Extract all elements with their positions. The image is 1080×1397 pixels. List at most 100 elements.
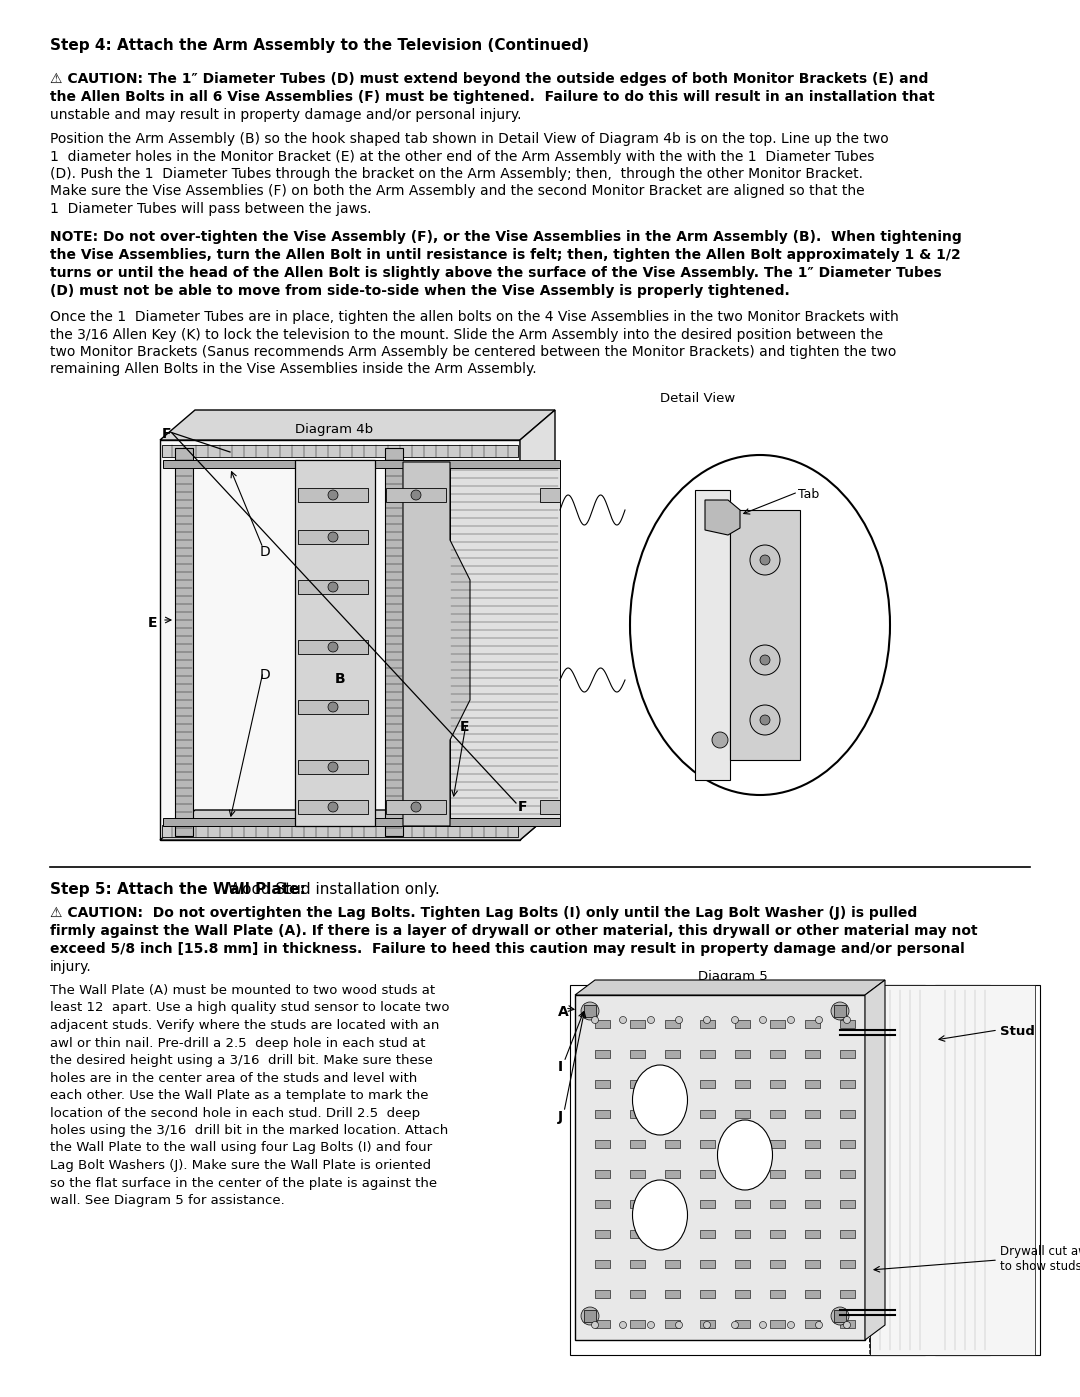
Bar: [298, 488, 368, 502]
Polygon shape: [735, 1080, 750, 1088]
Text: (D). Push the 1  Diameter Tubes through the bracket on the Arm Assembly; then,  : (D). Push the 1 Diameter Tubes through t…: [50, 168, 863, 182]
Polygon shape: [840, 1080, 855, 1088]
Polygon shape: [735, 1320, 750, 1329]
Text: I: I: [558, 1060, 563, 1074]
Polygon shape: [163, 460, 561, 468]
Bar: [298, 529, 368, 543]
Polygon shape: [630, 1140, 645, 1148]
Polygon shape: [665, 1200, 680, 1208]
Text: Detail View: Detail View: [660, 393, 735, 405]
Polygon shape: [840, 1289, 855, 1298]
Text: E: E: [148, 616, 158, 630]
Polygon shape: [665, 1289, 680, 1298]
Polygon shape: [870, 985, 1035, 1355]
Polygon shape: [805, 1080, 820, 1088]
Text: Drywall cut away
to show studs.: Drywall cut away to show studs.: [1000, 1245, 1080, 1273]
Circle shape: [620, 1017, 626, 1024]
Polygon shape: [630, 1289, 645, 1298]
Circle shape: [787, 1322, 795, 1329]
Circle shape: [750, 705, 780, 735]
Polygon shape: [870, 985, 924, 1355]
Bar: [298, 580, 368, 594]
Polygon shape: [630, 1080, 645, 1088]
Circle shape: [831, 1002, 849, 1020]
Circle shape: [328, 583, 338, 592]
Polygon shape: [805, 1229, 820, 1238]
Ellipse shape: [633, 1065, 688, 1134]
Polygon shape: [840, 1020, 855, 1028]
Text: F: F: [518, 800, 527, 814]
Text: (D) must not be able to move from side-to-side when the Vise Assembly is properl: (D) must not be able to move from side-t…: [50, 284, 789, 298]
Bar: [386, 488, 446, 502]
Polygon shape: [700, 1260, 715, 1268]
Polygon shape: [163, 819, 561, 826]
Circle shape: [760, 655, 770, 665]
Polygon shape: [805, 1289, 820, 1298]
Bar: [298, 800, 368, 814]
Polygon shape: [700, 1229, 715, 1238]
Text: wall. See Diagram 5 for assistance.: wall. See Diagram 5 for assistance.: [50, 1194, 285, 1207]
Circle shape: [759, 1322, 767, 1329]
Circle shape: [648, 1322, 654, 1329]
Polygon shape: [770, 1200, 785, 1208]
Bar: [540, 488, 561, 502]
Circle shape: [592, 1322, 598, 1329]
Circle shape: [328, 643, 338, 652]
Polygon shape: [162, 446, 518, 457]
Polygon shape: [595, 1111, 610, 1118]
Polygon shape: [735, 1111, 750, 1118]
Bar: [834, 1310, 846, 1322]
Text: holes are in the center area of the studs and level with: holes are in the center area of the stud…: [50, 1071, 417, 1084]
Polygon shape: [700, 1289, 715, 1298]
Polygon shape: [665, 1140, 680, 1148]
Circle shape: [750, 545, 780, 576]
Polygon shape: [735, 1289, 750, 1298]
Text: the 3/16 Allen Key (K) to lock the television to the mount. Slide the Arm Assemb: the 3/16 Allen Key (K) to lock the telev…: [50, 327, 883, 341]
Text: ⚠ CAUTION: The 1″ Diameter Tubes (D) must extend beyond the outside edges of bot: ⚠ CAUTION: The 1″ Diameter Tubes (D) mus…: [50, 73, 929, 87]
Text: turns or until the head of the Allen Bolt is slightly above the surface of the V: turns or until the head of the Allen Bol…: [50, 265, 942, 279]
Text: D: D: [260, 668, 271, 682]
Polygon shape: [665, 1080, 680, 1088]
Polygon shape: [630, 1229, 645, 1238]
Circle shape: [787, 1017, 795, 1024]
Polygon shape: [630, 1020, 645, 1028]
Circle shape: [328, 532, 338, 542]
Polygon shape: [840, 1051, 855, 1058]
Polygon shape: [295, 460, 375, 826]
Polygon shape: [665, 1020, 680, 1028]
Bar: [298, 760, 368, 774]
Circle shape: [328, 703, 338, 712]
Polygon shape: [935, 985, 990, 1355]
Circle shape: [815, 1322, 823, 1329]
Text: 1  diameter holes in the Monitor Bracket (E) at the other end of the Arm Assembl: 1 diameter holes in the Monitor Bracket …: [50, 149, 875, 163]
Polygon shape: [570, 985, 1040, 1355]
Bar: [298, 700, 368, 714]
Polygon shape: [840, 1140, 855, 1148]
Circle shape: [411, 802, 421, 812]
Polygon shape: [160, 409, 555, 440]
Circle shape: [648, 1017, 654, 1024]
Circle shape: [759, 1017, 767, 1024]
Polygon shape: [595, 1289, 610, 1298]
Circle shape: [815, 1017, 823, 1024]
Polygon shape: [700, 1171, 715, 1178]
Text: each other. Use the Wall Plate as a template to mark the: each other. Use the Wall Plate as a temp…: [50, 1090, 429, 1102]
Polygon shape: [735, 1260, 750, 1268]
Text: J: J: [558, 1111, 563, 1125]
Polygon shape: [700, 1320, 715, 1329]
Circle shape: [731, 1322, 739, 1329]
Polygon shape: [595, 1320, 610, 1329]
Polygon shape: [595, 1171, 610, 1178]
Polygon shape: [770, 1260, 785, 1268]
Text: injury.: injury.: [50, 960, 92, 974]
Polygon shape: [595, 1080, 610, 1088]
Polygon shape: [630, 1051, 645, 1058]
Polygon shape: [403, 462, 470, 826]
Bar: [834, 1004, 846, 1017]
Polygon shape: [384, 448, 403, 835]
Polygon shape: [700, 1200, 715, 1208]
Polygon shape: [700, 1051, 715, 1058]
Polygon shape: [700, 1020, 715, 1028]
Polygon shape: [805, 1020, 820, 1028]
Polygon shape: [840, 1260, 855, 1268]
